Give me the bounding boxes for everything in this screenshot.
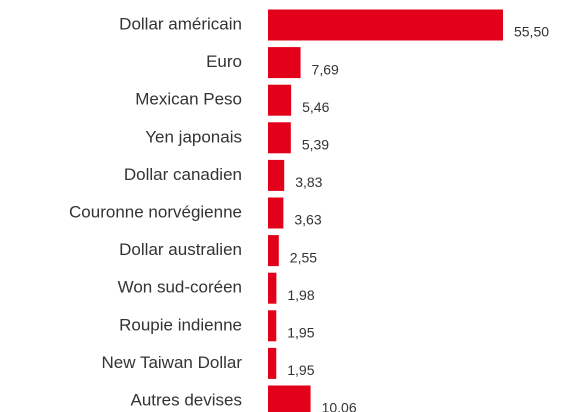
category-label: New Taiwan Dollar: [102, 353, 243, 372]
value-label: 1,95: [287, 325, 314, 341]
bar: [268, 122, 291, 154]
category-label: Roupie indienne: [119, 315, 242, 334]
bar: [268, 197, 284, 229]
category-label: Dollar australien: [119, 240, 242, 259]
category-label: Euro: [206, 52, 242, 71]
value-label: 7,69: [312, 61, 339, 77]
value-label: 1,95: [287, 362, 314, 378]
value-label: 3,63: [294, 212, 321, 228]
value-label: 5,39: [302, 137, 329, 153]
bar: [268, 84, 292, 116]
bar: [268, 385, 311, 412]
bar: [268, 9, 503, 41]
bar: [268, 159, 285, 191]
bar: [268, 347, 277, 379]
bar: [268, 47, 301, 79]
category-label: Mexican Peso: [135, 90, 242, 109]
bar: [268, 310, 277, 342]
bar: [268, 272, 277, 304]
value-label: 1,98: [287, 287, 314, 303]
value-label: 5,46: [302, 99, 329, 115]
category-label: Dollar canadien: [124, 165, 242, 184]
value-label: 2,55: [290, 249, 317, 265]
value-label: 55,50: [514, 24, 549, 40]
category-label: Autres devises: [131, 390, 243, 409]
bar: [268, 235, 279, 267]
value-label: 3,83: [295, 174, 322, 190]
category-label: Couronne norvégienne: [69, 202, 242, 221]
category-label: Dollar américain: [119, 14, 242, 33]
category-label: Yen japonais: [145, 127, 242, 146]
category-label: Won sud-coréen: [118, 278, 242, 297]
value-label: 10,06: [322, 400, 357, 412]
